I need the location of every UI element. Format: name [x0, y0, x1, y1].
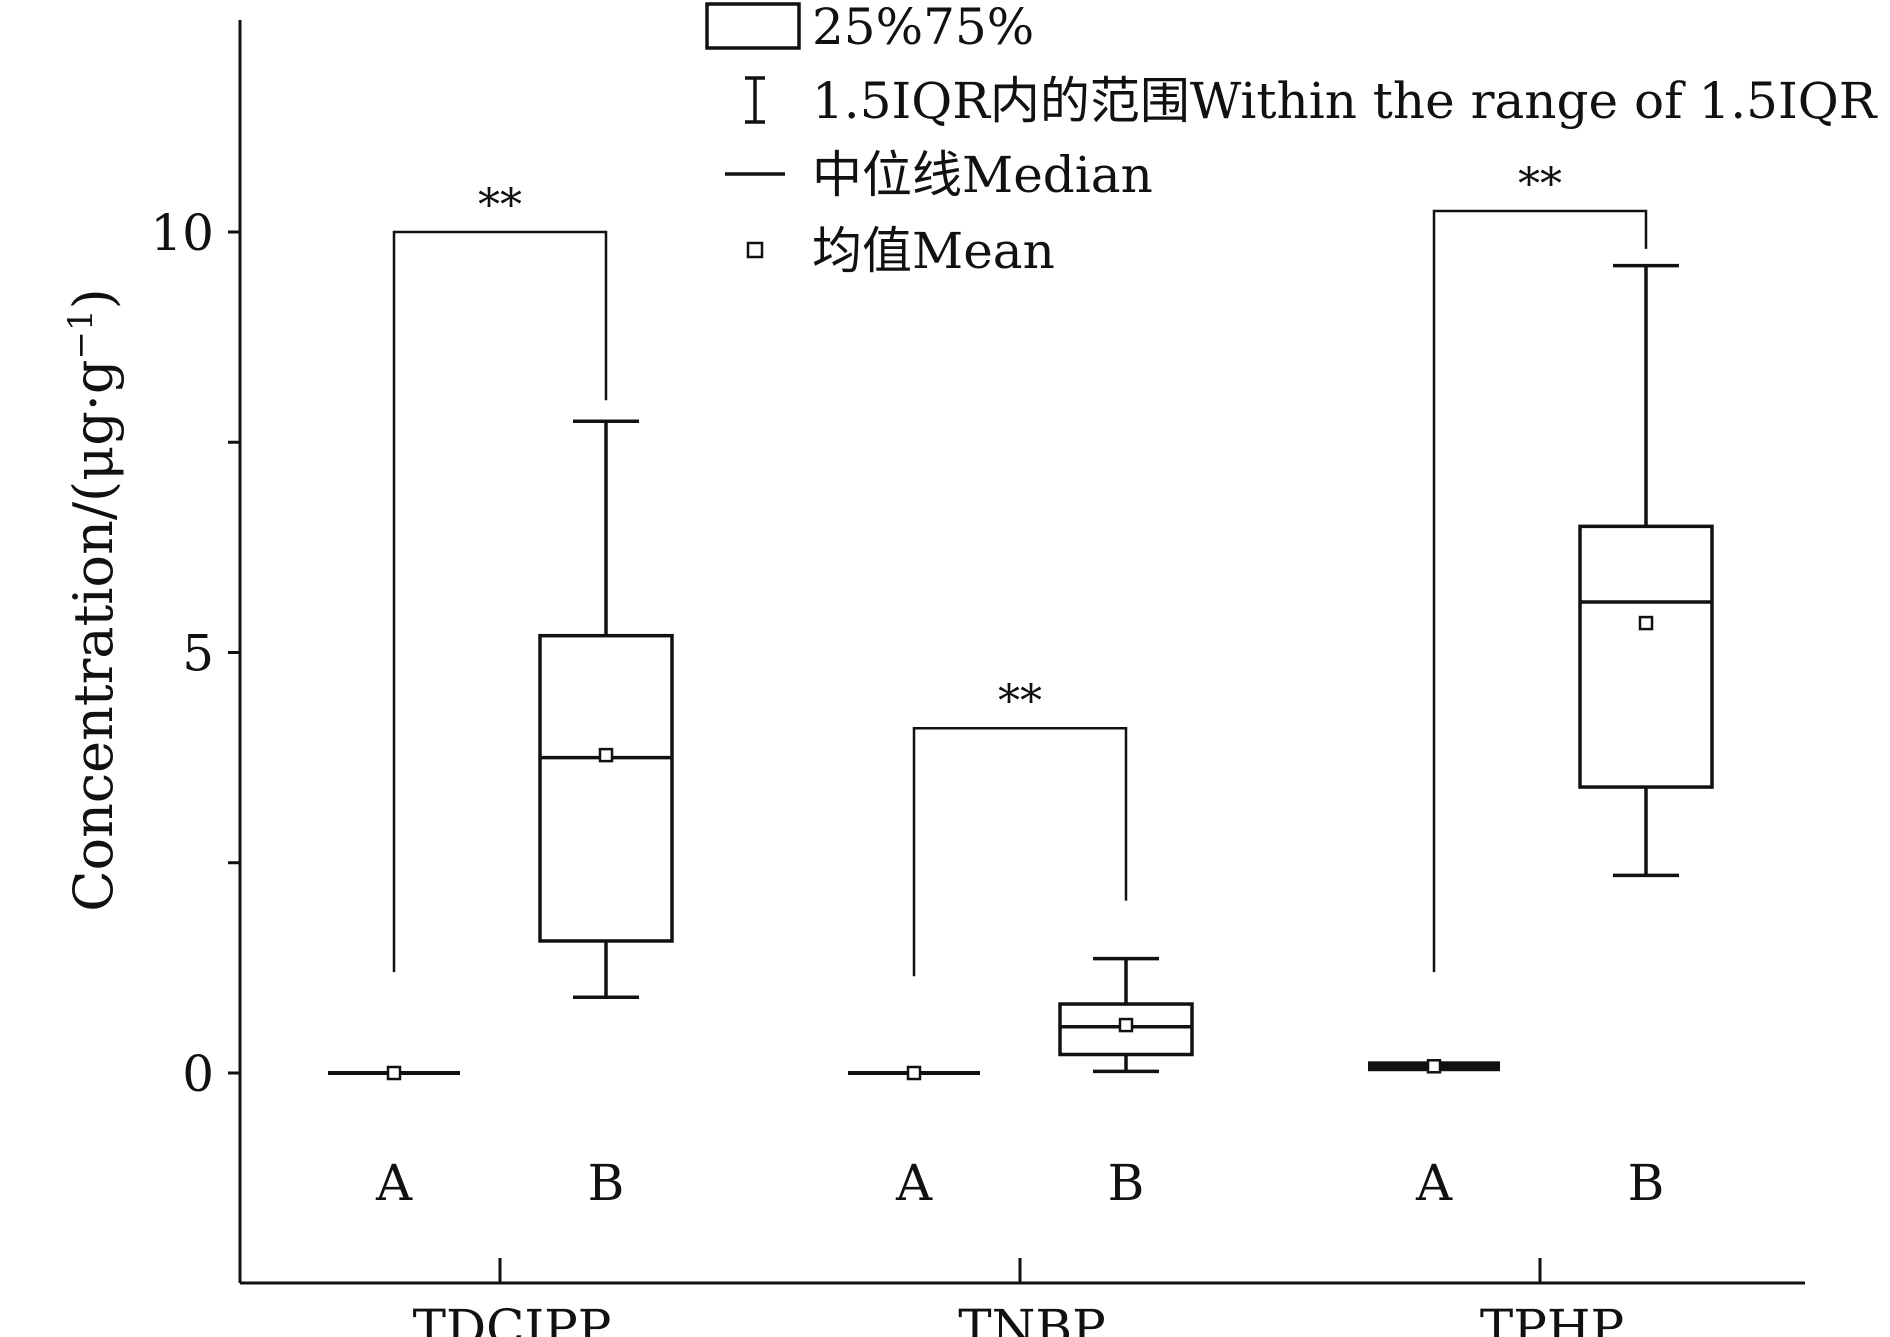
mean-marker	[386, 1065, 402, 1081]
bracket-line	[392, 230, 608, 973]
y-axis-label: Concentration/(μg·g−1)	[61, 288, 125, 911]
significance-stars: **	[998, 676, 1042, 727]
x-tick-label-tnbp: TNBP	[958, 1299, 1106, 1337]
legend-item-1: 25%75%	[705, 0, 1034, 56]
box-label: A	[895, 1154, 933, 1212]
legend-square-symbol	[746, 241, 764, 259]
box-tdcipp-a: A	[328, 1065, 460, 1212]
significance-brackets: ** ** **	[392, 159, 1648, 977]
box-tnbp-b: B	[1058, 956, 1194, 1212]
axes	[238, 20, 1805, 1285]
mean-marker	[1426, 1059, 1442, 1074]
box-label: A	[375, 1154, 413, 1212]
x-tick-label-tdcipp: TDCIPP	[413, 1299, 612, 1337]
significance-tphp: **	[1432, 159, 1648, 973]
box-label: B	[1108, 1154, 1145, 1212]
legend-item-3: 中位线Median	[725, 146, 1153, 204]
box-body	[1058, 1002, 1194, 1057]
x-ticks: TDCIPP TNBP TPHP	[413, 1258, 1624, 1337]
box-tnbp-a: A	[848, 1065, 980, 1212]
box-label: B	[588, 1154, 625, 1212]
mean-marker	[598, 747, 614, 763]
y-tick-label: 5	[182, 625, 214, 683]
bracket-line	[912, 726, 1128, 977]
mean-marker	[1118, 1017, 1134, 1033]
x-tick-label-tphp: TPHP	[1480, 1299, 1624, 1337]
box-body	[538, 633, 674, 943]
significance-tnbp: **	[912, 676, 1128, 977]
legend-label: 1.5IQR内的范围Within the range of 1.5IQR	[812, 72, 1878, 130]
mean-marker	[906, 1065, 922, 1081]
legend-label: 中位线Median	[812, 146, 1153, 204]
box-label: A	[1415, 1154, 1453, 1212]
legend-label: 25%75%	[812, 0, 1034, 56]
legend-item-4: 均值Mean	[746, 222, 1055, 280]
y-tick-label: 0	[182, 1045, 214, 1103]
bracket-line	[1432, 209, 1648, 973]
mean-marker	[1638, 615, 1654, 631]
box-tdcipp-b: B	[538, 419, 674, 1212]
significance-stars: **	[478, 180, 522, 231]
significance-tdcipp: **	[392, 180, 608, 973]
significance-stars: **	[1518, 159, 1562, 210]
box-label: B	[1628, 1154, 1665, 1212]
box-body	[1578, 524, 1714, 789]
legend-box-symbol	[705, 2, 801, 50]
box-tphp-a: A	[1368, 1059, 1500, 1212]
y-ticks: 0 5 10	[150, 204, 240, 1103]
y-tick-label: 10	[150, 204, 214, 262]
legend-label: 均值Mean	[812, 222, 1055, 280]
legend: 25%75% 1.5IQR内的范围Within the range of 1.5I…	[705, 0, 1878, 280]
legend-item-2: 1.5IQR内的范围Within the range of 1.5IQR	[745, 72, 1878, 130]
box-tphp-b: B	[1578, 263, 1714, 1212]
